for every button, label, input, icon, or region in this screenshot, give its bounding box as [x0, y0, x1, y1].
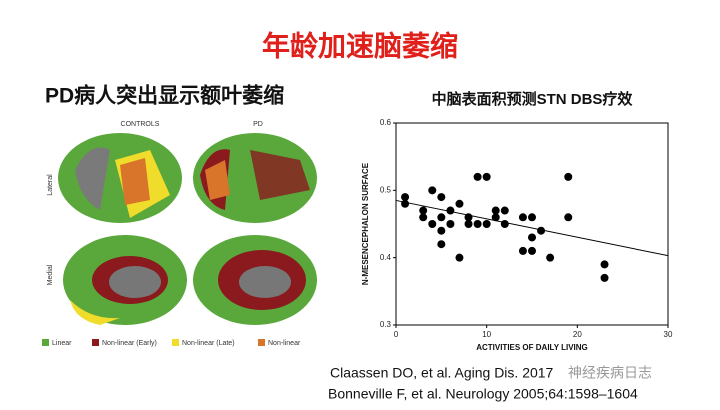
reference: Bonneville F, et al. Neurology 2005;64:1… — [328, 386, 638, 402]
y-tick-label: 0.4 — [380, 253, 392, 262]
point — [428, 220, 437, 228]
point — [528, 233, 536, 242]
x-tick-label: 0 — [394, 330, 399, 339]
point — [473, 172, 482, 181]
y-tick-label: 0.6 — [380, 118, 392, 127]
x-tick-label: 10 — [482, 330, 491, 339]
slide-title: 年龄加速脑萎缩 — [262, 29, 458, 61]
legend-label: Non-linear — [268, 340, 301, 347]
point — [482, 220, 491, 228]
point — [537, 226, 546, 235]
trend-line — [395, 199, 669, 257]
x-tick-label: 30 — [664, 330, 673, 339]
y-tick-label: 0.5 — [380, 185, 392, 194]
point — [464, 220, 473, 228]
y-axis-label: N-MESENCEPHALON SURFACE — [361, 162, 370, 285]
point — [446, 206, 455, 215]
point — [528, 213, 536, 222]
row-label: Medial — [47, 264, 54, 285]
legend-label: Non-linear (Late) — [182, 340, 235, 347]
legend-label: Linear — [52, 340, 72, 347]
point — [491, 206, 500, 215]
point — [473, 220, 482, 228]
panel-title: PD病人突出显示额叶萎缩 — [45, 84, 284, 108]
reference: Claassen DO, et al. Aging Dis. 2017 — [330, 365, 554, 381]
x-tick-label: 20 — [573, 330, 582, 339]
column-label: PD — [253, 121, 263, 128]
point — [528, 246, 536, 255]
point — [437, 226, 446, 235]
point — [482, 172, 491, 181]
point — [455, 253, 464, 262]
point — [446, 220, 455, 228]
watermark: 神经疾病日志 — [568, 365, 652, 381]
point — [500, 220, 509, 228]
column-label: CONTROLS — [121, 121, 160, 128]
point — [564, 172, 573, 181]
y-tick-label: 0.3 — [380, 320, 392, 329]
point — [518, 213, 527, 222]
point — [437, 213, 446, 222]
point — [437, 240, 446, 249]
legend-label: Non-linear (Early) — [102, 340, 157, 347]
point — [428, 186, 437, 195]
point — [546, 253, 555, 262]
point — [564, 213, 573, 222]
chart-title: 中脑表面积预测STN DBS疗效 — [432, 90, 634, 108]
point — [419, 206, 428, 215]
row-label: Lateral — [47, 174, 54, 196]
point — [419, 213, 428, 222]
point — [600, 260, 609, 269]
point — [401, 193, 410, 202]
point — [437, 193, 446, 202]
point — [401, 199, 410, 208]
point — [600, 273, 609, 282]
brain-images — [42, 133, 317, 346]
point — [455, 199, 464, 208]
point — [491, 213, 500, 222]
point — [518, 246, 527, 255]
point — [500, 206, 509, 215]
x-axis-label: ACTIVITIES OF DAILY LIVING — [476, 343, 588, 352]
plot-frame — [395, 122, 669, 326]
point — [464, 213, 473, 222]
